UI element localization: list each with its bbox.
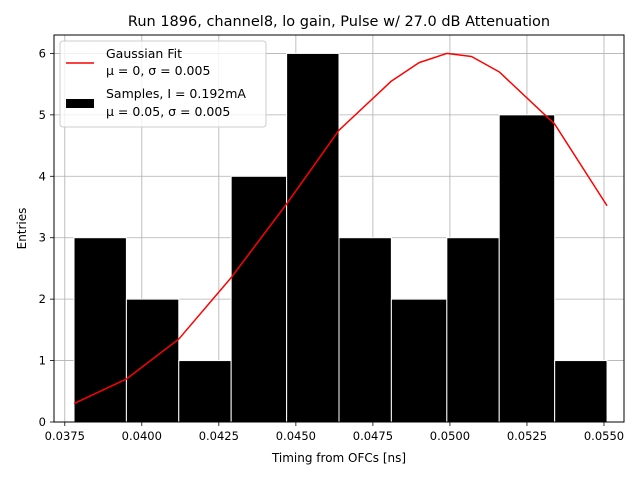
legend: Gaussian Fit μ = 0, σ = 0.005 Samples, I… [59,40,267,128]
histogram-bar [230,175,288,423]
y-tick-label: 2 [39,292,46,306]
histogram-bar [554,360,608,423]
x-tick-label: 0.0425 [199,429,239,443]
y-axis-ticks: 0 1 2 3 4 5 6 [39,46,54,429]
chart-title: Run 1896, channel8, lo gain, Pulse w/ 27… [128,14,550,30]
fit-curve [73,52,608,405]
x-tick-label: 0.0525 [507,429,547,443]
x-tick-label: 0.0450 [276,429,316,443]
gaussian-fit-line [73,52,608,405]
y-tick-label: 3 [39,231,46,245]
x-tick-label: 0.0375 [45,429,85,443]
legend-samples-label: Samples, I = 0.192mA [106,86,246,101]
histogram-bar [338,237,392,423]
x-axis-ticks: 0.0375 0.0400 0.0425 0.0450 0.0475 0.0500 0.05… [45,422,624,443]
y-tick-label: 5 [39,108,46,122]
x-tick-label: 0.0475 [353,429,393,443]
histogram-bar [286,52,340,423]
legend-fit-label: Gaussian Fit [106,46,182,61]
histogram-bar [390,298,448,423]
y-axis-label: Entries [15,208,29,250]
x-tick-label: 0.0500 [430,429,470,443]
x-tick-label: 0.0550 [584,429,624,443]
x-axis-label: Timing from OFCs [ns] [271,451,406,465]
legend-samples-swatch [66,99,94,108]
legend-fit-params: μ = 0, σ = 0.005 [106,63,210,78]
legend-box [59,40,267,128]
y-tick-label: 1 [39,354,46,368]
x-tick-label: 0.0400 [122,429,162,443]
plot-frame [53,34,625,423]
histogram-bar [125,298,180,423]
y-tick-label: 4 [39,169,46,183]
histogram-bar [498,114,556,423]
y-tick-label: 0 [39,415,46,429]
y-tick-label: 6 [39,46,46,60]
legend-samples-params: μ = 0.05, σ = 0.005 [106,104,230,119]
histogram-bar [73,237,127,423]
histogram-bar [178,360,232,423]
histogram-bar [446,237,500,423]
